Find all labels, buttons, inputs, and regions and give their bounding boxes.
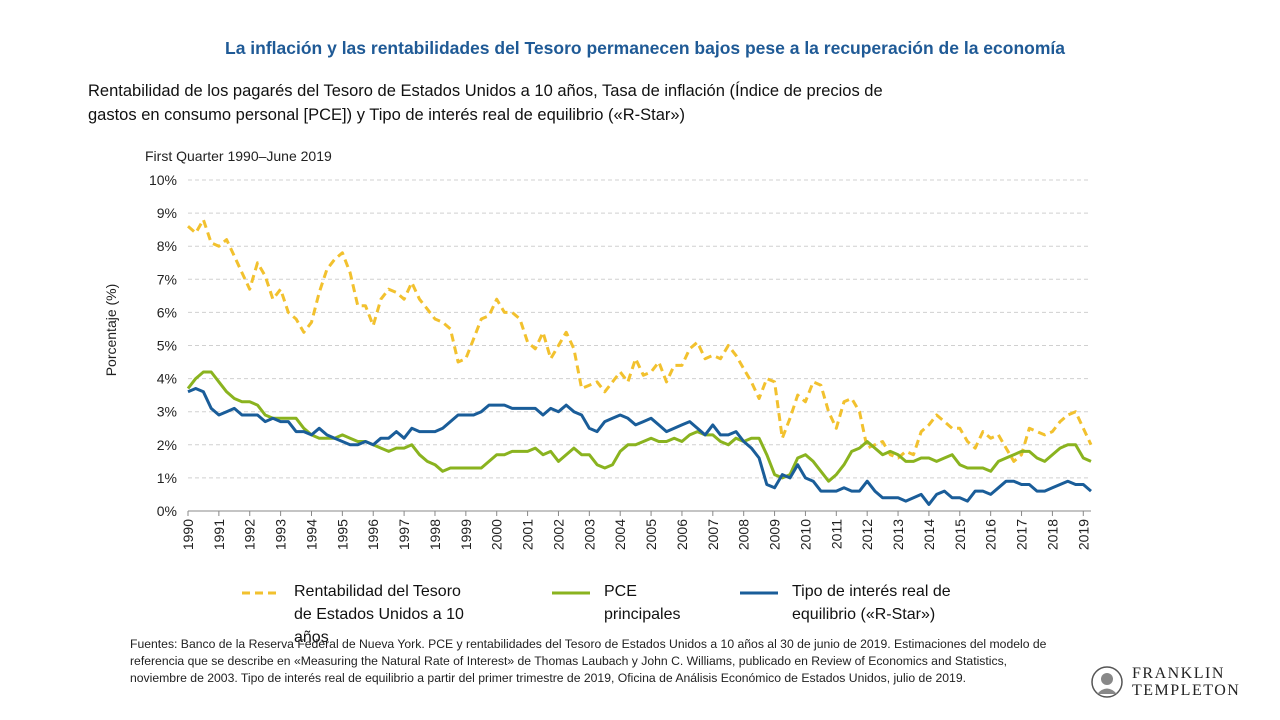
y-tick-label: 10% [149, 172, 177, 188]
legend: Rentabilidad del Tesoro de Estados Unido… [0, 580, 1280, 646]
x-tick-label: 1996 [365, 519, 381, 550]
x-tick-label: 2018 [1044, 519, 1060, 550]
y-tick-label: 0% [157, 503, 177, 519]
x-tick-label: 2015 [952, 519, 968, 550]
y-tick-label: 3% [157, 404, 177, 420]
x-tick-label: 2004 [612, 519, 628, 550]
x-tick-label: 2003 [581, 519, 597, 550]
legend-swatch [552, 591, 590, 595]
legend-item: PCE principales [552, 580, 681, 626]
legend-item: Rentabilidad del Tesoro de Estados Unido… [242, 580, 472, 649]
legend-label: PCE principales [604, 583, 681, 623]
x-tick-label: 1995 [334, 519, 350, 550]
x-tick-label: 2002 [550, 519, 566, 550]
chart-subtitle: Rentabilidad de los pagarés del Tesoro d… [88, 82, 883, 124]
logo-line: FRANKLIN [1132, 665, 1225, 682]
x-tick-label: 2014 [921, 519, 937, 550]
y-tick-label: 1% [157, 470, 177, 486]
y-tick-label: 2% [157, 437, 177, 453]
y-tick-label: 4% [157, 371, 177, 387]
legend-label: Tipo de interés real de equilibrio («R-S… [792, 583, 951, 623]
x-tick-label: 1990 [180, 519, 196, 550]
legend-swatch [740, 591, 778, 595]
x-tick-label: 1992 [242, 519, 258, 550]
x-tick-label: 1998 [427, 519, 443, 550]
x-tick-label: 1997 [396, 519, 412, 550]
y-tick-label: 7% [157, 271, 177, 287]
x-tick-label: 2010 [797, 519, 813, 550]
x-tick-label: 1991 [211, 519, 227, 550]
x-tick-label: 2012 [859, 519, 875, 550]
logo-line: TEMPLETON [1132, 682, 1241, 699]
x-tick-label: 2013 [890, 519, 906, 550]
series-line [187, 218, 1093, 463]
series-line [186, 370, 1092, 483]
logo-icon [1091, 666, 1123, 698]
y-tick-label: 6% [157, 304, 177, 320]
x-tick-label: 2011 [828, 519, 844, 549]
x-tick-label: 2007 [705, 519, 721, 550]
chart: Porcentaje (%) 0% 1% 2% 3% 4% 5% 6% 7% 8% 9% 10% 19… [103, 172, 1093, 550]
x-tick-label: 2001 [520, 519, 536, 550]
source-note: Fuentes: Banco de la Reserva Federal de … [130, 637, 1047, 685]
x-tick-label: 2005 [643, 519, 659, 550]
y-axis-label: Porcentaje (%) [103, 284, 119, 377]
logo: FRANKLIN TEMPLETON [1090, 665, 1240, 699]
logo-text: FRANKLIN TEMPLETON [1132, 665, 1240, 699]
x-tick-label: 2006 [674, 519, 690, 550]
legend-label: Rentabilidad del Tesoro de Estados Unido… [294, 583, 464, 646]
y-tick-label: 8% [157, 238, 177, 254]
date-note: First Quarter 1990–June 2019 [145, 148, 332, 164]
series-line [187, 387, 1092, 506]
y-tick-label: 9% [157, 205, 177, 221]
x-tick-label: 2009 [767, 519, 783, 550]
x-tick-label: 1999 [458, 519, 474, 550]
y-tick-label: 5% [157, 338, 177, 354]
x-tick-label: 2008 [736, 519, 752, 550]
x-tick-label: 1993 [273, 519, 289, 550]
legend-swatch [242, 591, 280, 595]
x-tick-label: 2016 [983, 519, 999, 550]
chart-title: La inflación y las rentabilidades del Te… [225, 38, 1065, 58]
x-tick-label: 2000 [489, 519, 505, 550]
legend-item: Tipo de interés real de equilibrio («R-S… [740, 580, 990, 626]
x-tick-label: 2019 [1075, 519, 1091, 550]
x-tick-label: 1994 [303, 519, 319, 550]
x-tick-label: 2017 [1014, 519, 1030, 550]
